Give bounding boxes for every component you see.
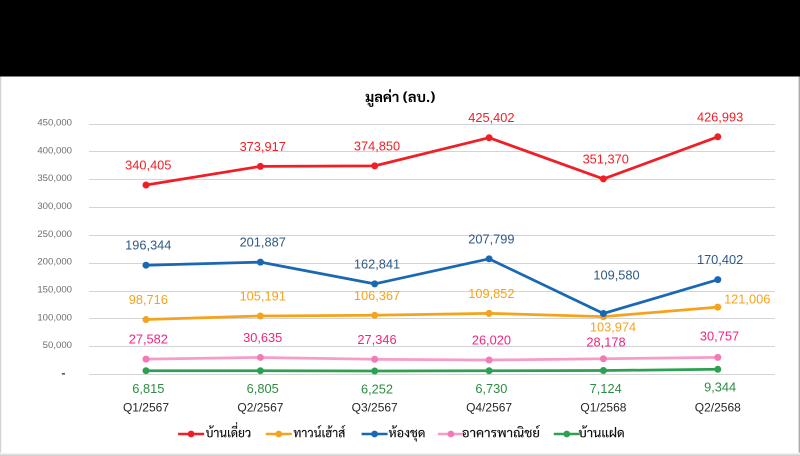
svg-text:105,191: 105,191 — [240, 288, 286, 303]
svg-text:106,367: 106,367 — [354, 288, 400, 303]
svg-text:30,635: 30,635 — [243, 330, 282, 345]
svg-text:Q1/2568: Q1/2568 — [580, 401, 626, 415]
svg-text:300,000: 300,000 — [37, 201, 72, 212]
svg-text:400,000: 400,000 — [37, 145, 72, 156]
svg-text:340,405: 340,405 — [125, 158, 171, 173]
svg-text:351,370: 351,370 — [583, 151, 629, 166]
svg-text:109,580: 109,580 — [593, 268, 639, 283]
svg-text:7,124: 7,124 — [590, 381, 622, 396]
svg-text:28,178: 28,178 — [586, 334, 625, 349]
svg-text:6,805: 6,805 — [247, 381, 279, 396]
svg-text:162,841: 162,841 — [354, 256, 400, 271]
svg-text:6,252: 6,252 — [361, 381, 393, 396]
svg-text:350,000: 350,000 — [37, 173, 72, 184]
svg-text:27,582: 27,582 — [129, 332, 168, 347]
svg-text:425,402: 425,402 — [468, 110, 514, 125]
svg-text:Q4/2567: Q4/2567 — [466, 401, 512, 415]
svg-text:Q1/2567: Q1/2567 — [123, 401, 169, 415]
svg-text:121,006: 121,006 — [724, 291, 770, 306]
svg-text:250,000: 250,000 — [37, 229, 72, 240]
svg-text:109,852: 109,852 — [468, 286, 514, 301]
svg-text:196,344: 196,344 — [125, 238, 171, 253]
svg-text:Q2/2568: Q2/2568 — [695, 401, 741, 415]
svg-text:150,000: 150,000 — [37, 285, 72, 296]
svg-text:6,815: 6,815 — [132, 381, 164, 396]
svg-text:50,000: 50,000 — [43, 340, 72, 351]
svg-text:426,993: 426,993 — [697, 109, 743, 124]
svg-text:374,850: 374,850 — [354, 138, 400, 153]
svg-text:27,346: 27,346 — [357, 332, 396, 347]
svg-text:9,344: 9,344 — [704, 380, 736, 395]
svg-text:98,716: 98,716 — [129, 292, 168, 307]
svg-text:170,402: 170,402 — [697, 252, 743, 267]
svg-text:200,000: 200,000 — [37, 257, 72, 268]
svg-text:103,974: 103,974 — [590, 320, 636, 335]
svg-text:201,887: 201,887 — [240, 235, 286, 250]
svg-text:450,000: 450,000 — [37, 118, 72, 129]
svg-text:6,730: 6,730 — [475, 381, 507, 396]
svg-text:207,799: 207,799 — [468, 231, 514, 246]
svg-text:30,757: 30,757 — [700, 329, 739, 344]
svg-text:Q3/2567: Q3/2567 — [352, 401, 398, 415]
svg-text:26,020: 26,020 — [472, 333, 511, 348]
svg-text:100,000: 100,000 — [37, 312, 72, 323]
svg-text:373,917: 373,917 — [240, 139, 286, 154]
svg-text:Q2/2567: Q2/2567 — [237, 401, 283, 415]
